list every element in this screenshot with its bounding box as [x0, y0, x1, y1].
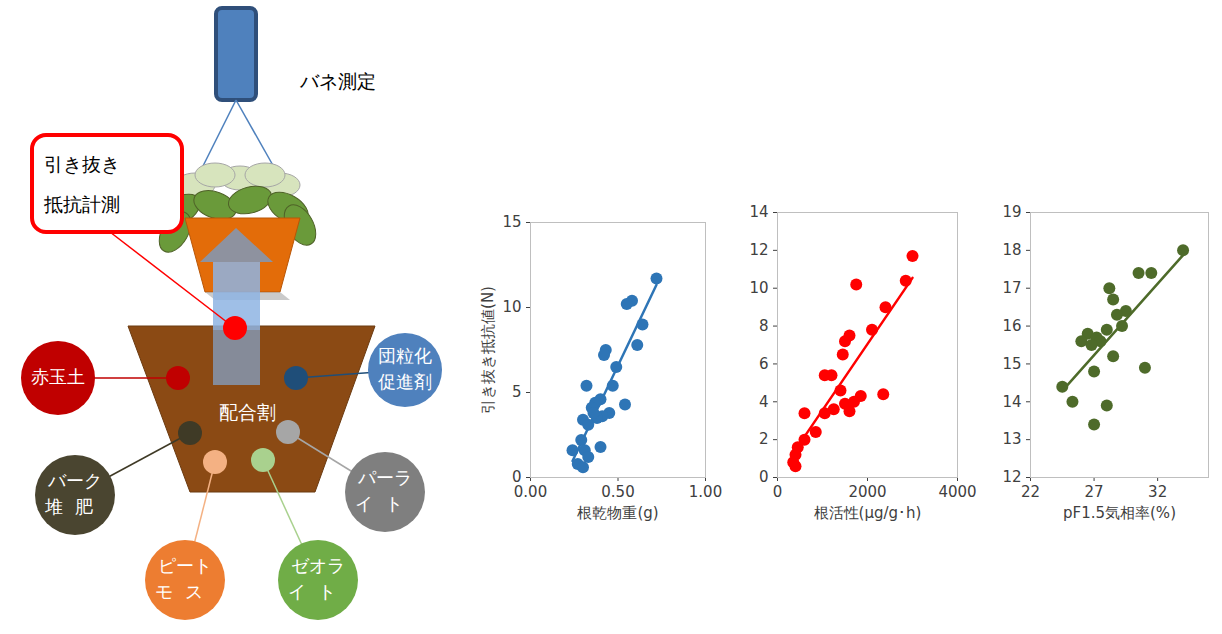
svg-text:根乾物重(g): 根乾物重(g)	[577, 504, 658, 522]
svg-text:イト: イト	[288, 581, 348, 602]
svg-text:5: 5	[512, 383, 522, 401]
svg-text:15: 15	[1002, 355, 1021, 373]
svg-text:ピート: ピート	[158, 555, 212, 576]
svg-text:6: 6	[759, 355, 769, 373]
svg-text:根活性(μg/g･h): 根活性(μg/g･h)	[814, 504, 922, 522]
svg-text:22: 22	[1021, 483, 1040, 501]
svg-text:0: 0	[512, 468, 522, 487]
svg-text:14: 14	[1002, 393, 1021, 411]
svg-text:0: 0	[759, 468, 769, 486]
svg-text:0.00: 0.00	[514, 483, 547, 501]
svg-text:14: 14	[749, 203, 768, 221]
svg-text:2000: 2000	[848, 483, 886, 501]
svg-text:10: 10	[749, 279, 768, 297]
svg-text:配合割: 配合割	[219, 401, 276, 423]
svg-text:1.00: 1.00	[689, 483, 722, 501]
svg-text:18: 18	[1002, 241, 1021, 259]
svg-text:8: 8	[759, 317, 769, 335]
svg-text:12: 12	[1002, 468, 1021, 486]
svg-text:赤玉土: 赤玉土	[31, 366, 85, 387]
svg-text:pF1.5気相率(%): pF1.5気相率(%)	[1063, 504, 1176, 522]
svg-text:13: 13	[1002, 430, 1021, 448]
svg-text:引き抜き: 引き抜き	[44, 153, 120, 175]
svg-text:10: 10	[502, 298, 521, 316]
svg-text:16: 16	[1002, 317, 1021, 335]
svg-text:団粒化: 団粒化	[378, 345, 432, 366]
svg-text:イト: イト	[355, 493, 415, 514]
svg-text:促進剤: 促進剤	[378, 371, 432, 392]
svg-text:モス: モス	[155, 581, 215, 602]
svg-text:32: 32	[1148, 483, 1167, 501]
svg-text:15: 15	[502, 213, 521, 231]
svg-text:バネ測定: バネ測定	[299, 70, 376, 92]
svg-text:17: 17	[1002, 279, 1021, 297]
svg-text:ゼオラ: ゼオラ	[291, 555, 345, 576]
svg-text:引き抜き抵抗値(N): 引き抜き抵抗値(N)	[479, 286, 497, 414]
svg-text:19: 19	[1002, 203, 1021, 221]
svg-text:パーラ: パーラ	[357, 467, 412, 488]
svg-text:4000: 4000	[938, 483, 976, 501]
svg-text:12: 12	[749, 241, 768, 259]
svg-text:0: 0	[773, 483, 783, 501]
svg-text:抵抗計測: 抵抗計測	[43, 193, 120, 215]
svg-text:堆肥: 堆肥	[44, 496, 105, 517]
svg-text:4: 4	[759, 393, 769, 411]
svg-text:2: 2	[759, 430, 769, 448]
svg-text:バーク: バーク	[47, 470, 102, 491]
svg-text:0.50: 0.50	[601, 483, 634, 501]
svg-text:27: 27	[1085, 483, 1104, 501]
